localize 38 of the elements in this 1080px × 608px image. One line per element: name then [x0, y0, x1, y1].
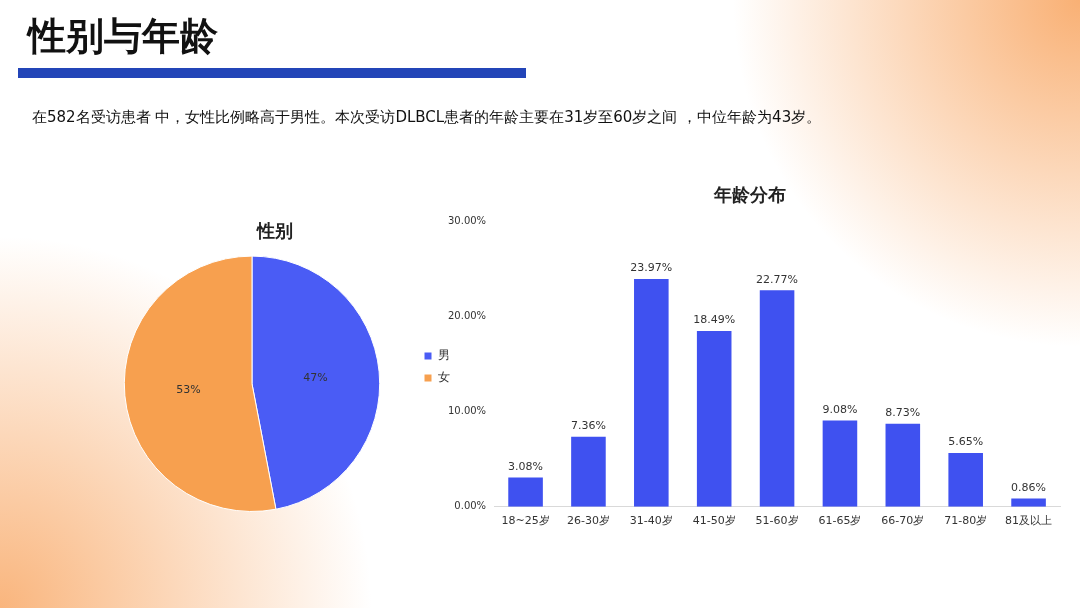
- x-tick-label: 71-80岁: [944, 514, 988, 528]
- bar: [634, 278, 669, 507]
- legend-label: 男: [438, 348, 450, 363]
- x-tick-label: 61-65岁: [818, 514, 862, 528]
- data-label: 53%: [176, 382, 201, 396]
- data-label: 9.08%: [822, 402, 858, 416]
- bar: [696, 331, 732, 507]
- x-tick-label: 41-50岁: [692, 514, 736, 528]
- legend-label: 女: [438, 370, 450, 385]
- bar: [885, 423, 921, 507]
- y-tick-label: 30.00%: [447, 215, 487, 227]
- data-label: 3.08%: [508, 459, 544, 473]
- data-label: 23.97%: [630, 261, 673, 275]
- x-tick-label: 18~25岁: [501, 514, 550, 528]
- y-tick-label: 20.00%: [447, 310, 487, 322]
- data-label: 7.36%: [570, 419, 606, 433]
- x-tick-label: 51-60岁: [755, 514, 799, 528]
- bar: [948, 453, 983, 507]
- y-tick-label: 0.00%: [454, 500, 487, 512]
- x-tick-label: 26-30岁: [566, 514, 610, 528]
- x-tick-label: 81及以上: [1005, 514, 1053, 528]
- data-label: 0.86%: [1011, 480, 1047, 494]
- y-tick-label: 10.00%: [447, 405, 487, 417]
- data-label: 5.65%: [948, 435, 984, 449]
- data-label: 18.49%: [693, 313, 736, 327]
- text: 性别与年龄: [28, 13, 218, 60]
- bar: [508, 477, 543, 507]
- data-label: 22.77%: [756, 272, 799, 286]
- chart-title: 性别: [256, 220, 293, 242]
- chart-title: 年龄分布: [713, 184, 786, 206]
- bar: [571, 436, 606, 507]
- x-tick-label: 31-40岁: [629, 514, 673, 528]
- bar: [759, 290, 795, 507]
- x-tick-label: 66-70岁: [881, 514, 925, 528]
- data-label: 8.73%: [885, 406, 921, 420]
- bar: [822, 420, 858, 507]
- data-label: 47%: [303, 370, 328, 384]
- text: 在582名受访患者 中，女性比例略高于男性。本次受访DLBCL患者的年龄主要在31岁至60岁之间 ，中位年龄为43岁。: [32, 108, 822, 127]
